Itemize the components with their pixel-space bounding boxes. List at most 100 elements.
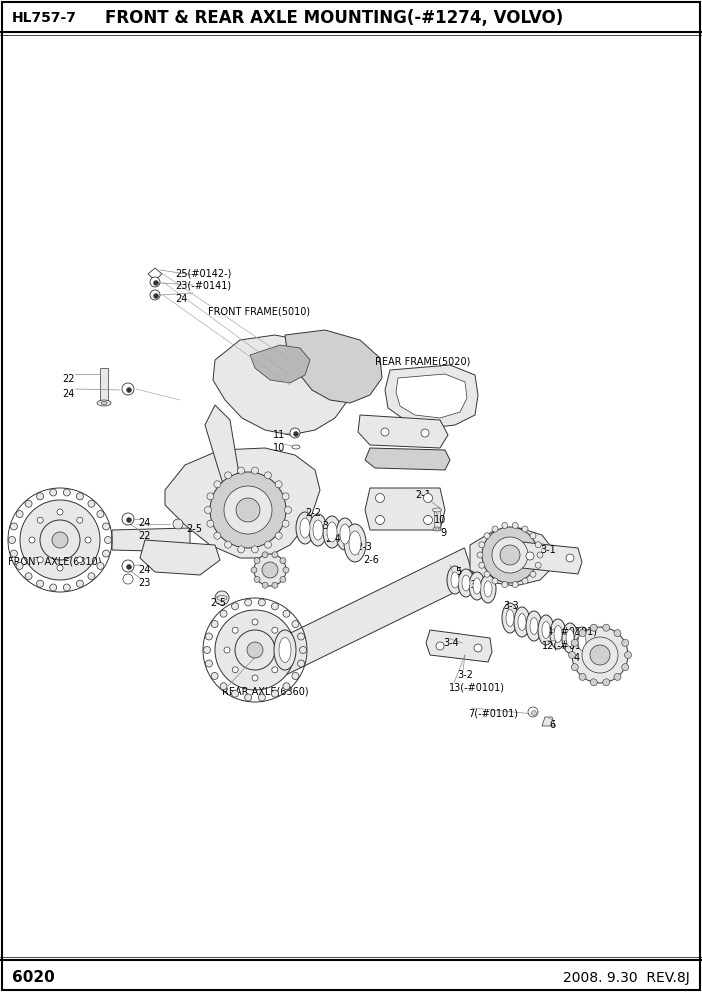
- Circle shape: [272, 552, 278, 558]
- Circle shape: [88, 500, 95, 507]
- Circle shape: [569, 652, 576, 659]
- Circle shape: [275, 481, 282, 488]
- Circle shape: [622, 640, 629, 647]
- Circle shape: [590, 679, 597, 685]
- Circle shape: [237, 546, 244, 553]
- Ellipse shape: [473, 578, 481, 594]
- Circle shape: [245, 694, 252, 701]
- Circle shape: [571, 664, 578, 671]
- Text: 14(-#0101): 14(-#0101): [542, 627, 598, 637]
- Circle shape: [150, 290, 160, 300]
- Circle shape: [204, 507, 211, 514]
- Text: 22: 22: [138, 531, 150, 541]
- Circle shape: [298, 633, 305, 640]
- Circle shape: [122, 383, 134, 395]
- Ellipse shape: [451, 572, 459, 588]
- Polygon shape: [358, 415, 448, 448]
- Circle shape: [265, 542, 272, 549]
- Text: 3-4: 3-4: [443, 638, 458, 648]
- Polygon shape: [434, 511, 440, 530]
- Circle shape: [479, 562, 485, 568]
- Circle shape: [173, 519, 183, 529]
- Text: 2-1: 2-1: [415, 490, 431, 500]
- Circle shape: [206, 633, 213, 640]
- Circle shape: [57, 509, 63, 515]
- Text: 2-2: 2-2: [305, 508, 321, 518]
- Text: 23: 23: [138, 578, 150, 588]
- Text: 2-5: 2-5: [186, 524, 202, 534]
- Text: 5: 5: [455, 567, 461, 577]
- Circle shape: [50, 584, 57, 591]
- Polygon shape: [518, 542, 582, 574]
- Circle shape: [272, 627, 278, 633]
- Circle shape: [25, 500, 32, 507]
- Text: 11: 11: [273, 430, 285, 440]
- Ellipse shape: [538, 615, 554, 645]
- Circle shape: [40, 520, 80, 560]
- Circle shape: [512, 581, 518, 587]
- Circle shape: [537, 552, 543, 558]
- Polygon shape: [426, 630, 492, 662]
- Circle shape: [126, 564, 131, 569]
- Circle shape: [29, 537, 35, 543]
- Ellipse shape: [274, 630, 296, 670]
- Circle shape: [150, 277, 160, 287]
- Polygon shape: [148, 268, 162, 280]
- Ellipse shape: [349, 531, 361, 555]
- Circle shape: [37, 517, 44, 523]
- Text: 24: 24: [138, 518, 150, 528]
- Circle shape: [232, 690, 239, 697]
- Circle shape: [512, 523, 518, 529]
- Circle shape: [502, 581, 508, 587]
- Ellipse shape: [101, 402, 107, 405]
- Circle shape: [88, 572, 95, 579]
- Circle shape: [211, 673, 218, 680]
- Circle shape: [52, 532, 68, 548]
- Ellipse shape: [336, 518, 354, 550]
- Circle shape: [57, 565, 63, 571]
- Circle shape: [282, 520, 289, 527]
- Ellipse shape: [300, 518, 310, 538]
- Circle shape: [215, 591, 229, 605]
- Circle shape: [484, 533, 490, 539]
- Circle shape: [284, 507, 291, 514]
- Circle shape: [474, 644, 482, 652]
- Circle shape: [126, 388, 131, 393]
- Circle shape: [207, 520, 214, 527]
- Circle shape: [280, 576, 286, 582]
- Circle shape: [300, 647, 307, 654]
- Circle shape: [614, 674, 621, 681]
- Text: 22: 22: [62, 374, 74, 384]
- Circle shape: [502, 523, 508, 529]
- Text: 5: 5: [518, 614, 524, 624]
- Circle shape: [25, 572, 32, 579]
- Ellipse shape: [506, 609, 514, 627]
- Circle shape: [97, 511, 104, 518]
- Circle shape: [500, 545, 520, 565]
- Circle shape: [235, 630, 275, 670]
- Text: 23(-#0141): 23(-#0141): [175, 281, 231, 291]
- Polygon shape: [250, 345, 310, 383]
- Circle shape: [522, 526, 528, 532]
- Ellipse shape: [435, 528, 439, 530]
- Circle shape: [522, 578, 528, 584]
- Circle shape: [20, 500, 100, 580]
- Circle shape: [614, 630, 621, 637]
- Text: FRONT FRAME(5010): FRONT FRAME(5010): [208, 307, 310, 317]
- Polygon shape: [470, 528, 552, 586]
- Text: 10: 10: [273, 443, 285, 453]
- Circle shape: [251, 467, 258, 474]
- Circle shape: [262, 552, 268, 558]
- Circle shape: [530, 533, 536, 539]
- Circle shape: [579, 674, 586, 681]
- Ellipse shape: [447, 566, 463, 594]
- Text: 2-4: 2-4: [325, 534, 341, 544]
- Ellipse shape: [550, 619, 566, 649]
- Circle shape: [283, 567, 289, 573]
- Circle shape: [528, 707, 538, 717]
- Circle shape: [603, 624, 610, 631]
- Circle shape: [11, 523, 18, 530]
- Polygon shape: [213, 335, 350, 435]
- Circle shape: [97, 562, 104, 569]
- Ellipse shape: [480, 575, 496, 603]
